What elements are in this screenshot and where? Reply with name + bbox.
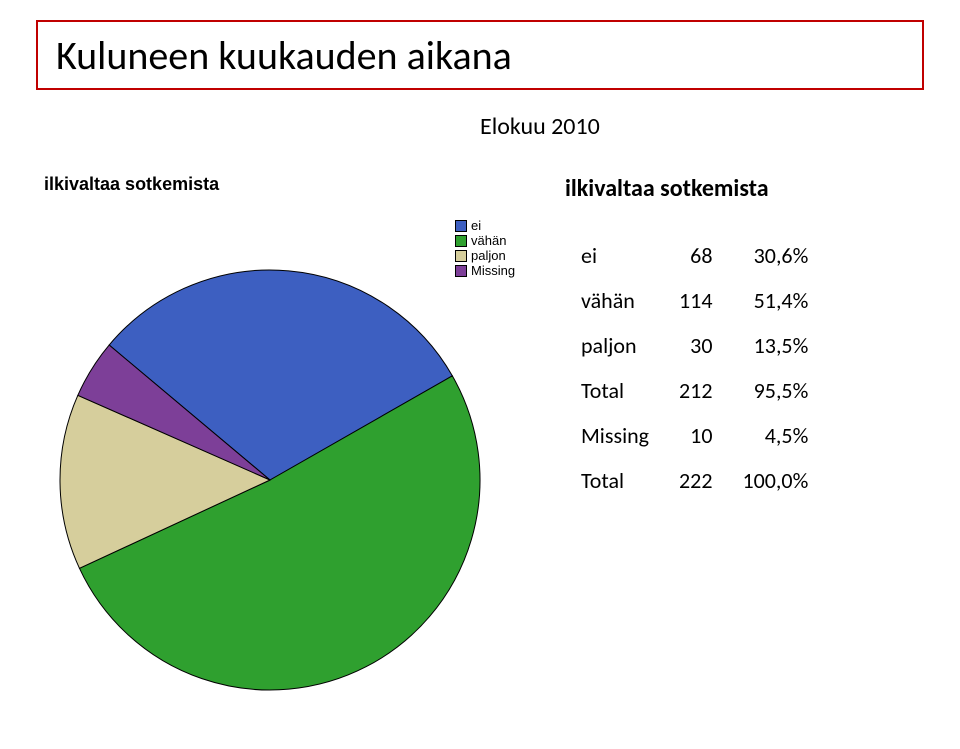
legend-swatch [455,220,467,232]
row-count: 10 [665,414,726,457]
row-count: 114 [665,279,726,322]
page-title: Kuluneen kuukauden aikana [56,31,512,80]
table-row: vähän11451,4% [567,279,822,322]
chart-title: ilkivaltaa sotkemista [44,174,219,195]
legend-item: vähän [455,233,515,248]
table-title-text: ilkivaltaa sotkemista [565,174,769,203]
row-count: 222 [665,459,726,502]
pie-chart [20,250,520,720]
legend-label: ei [471,218,481,233]
data-table: ei6830,6%vähän11451,4%paljon3013,5%Total… [565,232,824,504]
table-row: ei6830,6% [567,234,822,277]
table-row: Total21295,5% [567,369,822,412]
legend-swatch [455,235,467,247]
table-row: Missing104,5% [567,414,822,457]
table-row: paljon3013,5% [567,324,822,367]
row-count: 30 [665,324,726,367]
row-label: vähän [567,279,663,322]
row-label: Total [567,369,663,412]
row-pct: 30,6% [728,234,822,277]
row-pct: 100,0% [728,459,822,502]
table-title: ilkivaltaa sotkemista [565,174,769,203]
row-label: Total [567,459,663,502]
legend-item: ei [455,218,515,233]
row-label: Missing [567,414,663,457]
subtitle-text: Elokuu 2010 [480,112,600,141]
row-count: 68 [665,234,726,277]
row-pct: 95,5% [728,369,822,412]
subtitle: Elokuu 2010 [480,112,600,141]
legend-label: vähän [471,233,506,248]
row-pct: 13,5% [728,324,822,367]
row-pct: 51,4% [728,279,822,322]
row-pct: 4,5% [728,414,822,457]
title-box: Kuluneen kuukauden aikana [36,20,924,90]
row-label: paljon [567,324,663,367]
row-count: 212 [665,369,726,412]
chart-title-text: ilkivaltaa sotkemista [44,174,219,194]
table-row: Total222100,0% [567,459,822,502]
row-label: ei [567,234,663,277]
